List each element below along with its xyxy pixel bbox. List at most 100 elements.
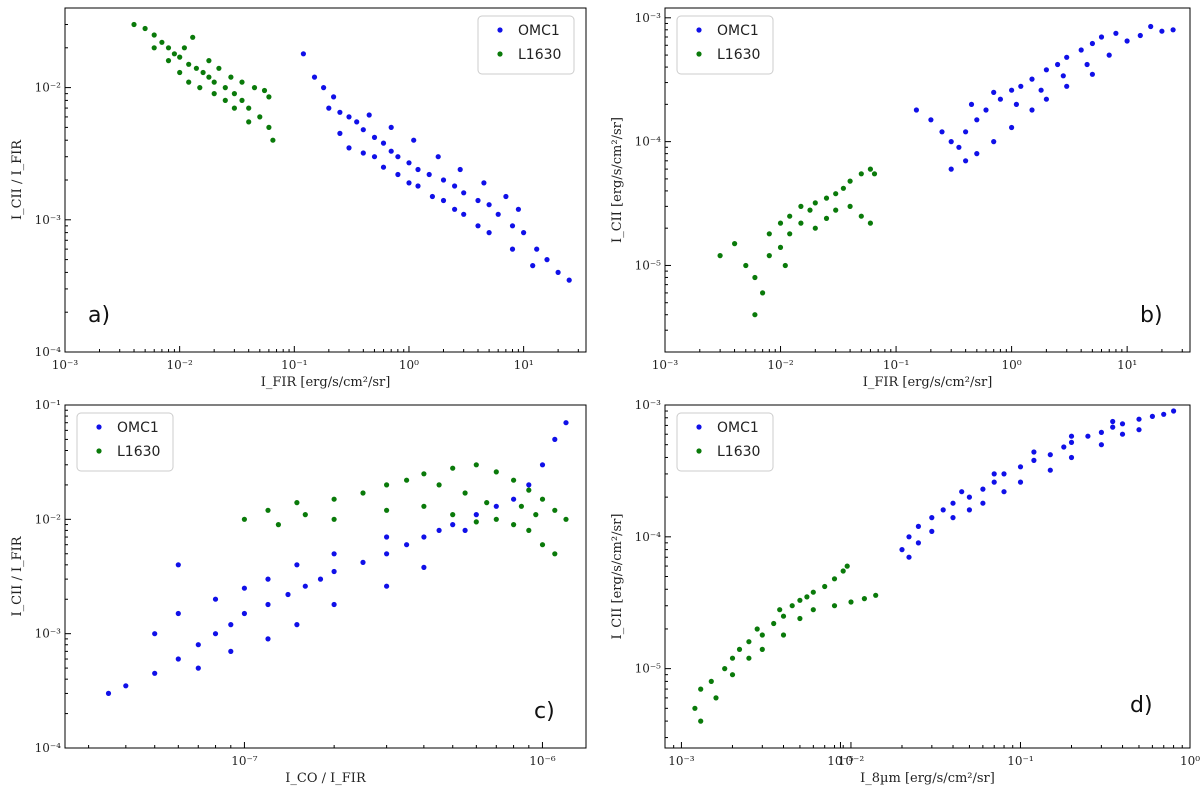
data-point bbox=[566, 277, 572, 283]
data-point bbox=[222, 85, 228, 91]
x-tick-label: 10¹ bbox=[514, 358, 534, 372]
data-point bbox=[1148, 23, 1154, 30]
data-point bbox=[193, 65, 199, 71]
data-point bbox=[228, 648, 234, 655]
data-point bbox=[940, 507, 946, 513]
data-point bbox=[1119, 421, 1126, 427]
data-point bbox=[810, 589, 816, 595]
y-axis-label: I_CII / I_FIR bbox=[10, 535, 25, 616]
data-point bbox=[1084, 61, 1090, 68]
data-point bbox=[461, 190, 467, 196]
data-point bbox=[991, 479, 997, 485]
data-point bbox=[797, 597, 803, 603]
legend-marker bbox=[497, 27, 503, 33]
x-tick-label: 10⁻³ bbox=[668, 754, 695, 768]
x-tick-label: 10⁻² bbox=[166, 358, 193, 372]
data-point bbox=[991, 471, 997, 477]
data-point bbox=[736, 646, 743, 653]
data-point bbox=[294, 562, 300, 568]
data-point bbox=[1068, 454, 1075, 461]
data-point bbox=[404, 542, 410, 548]
data-point bbox=[462, 527, 468, 534]
data-point bbox=[963, 129, 969, 135]
data-point bbox=[1064, 54, 1070, 60]
data-point bbox=[966, 494, 973, 500]
data-point bbox=[530, 263, 536, 269]
data-point bbox=[871, 171, 878, 177]
data-point bbox=[991, 89, 997, 95]
data-point bbox=[848, 599, 854, 605]
data-point bbox=[760, 290, 766, 296]
data-point bbox=[388, 124, 394, 130]
data-point bbox=[766, 253, 772, 259]
data-point bbox=[1106, 52, 1112, 58]
data-point bbox=[974, 117, 980, 123]
data-point bbox=[228, 74, 234, 80]
x-tick-label: 10⁻¹ bbox=[1007, 754, 1033, 768]
x-axis-label: I_FIR [erg/s/cm²/sr] bbox=[863, 375, 993, 390]
data-point bbox=[956, 144, 962, 150]
data-point bbox=[915, 523, 922, 530]
y-tick-label: 10⁻² bbox=[35, 512, 62, 526]
data-point bbox=[983, 107, 989, 113]
panel-label: c) bbox=[534, 699, 555, 724]
data-point bbox=[151, 32, 157, 38]
x-tick-label: 10⁻³ bbox=[652, 358, 679, 372]
y-tick-label: 10⁻⁴ bbox=[35, 741, 62, 755]
data-point bbox=[251, 85, 258, 91]
data-point bbox=[754, 626, 760, 632]
data-point bbox=[752, 312, 758, 318]
data-point bbox=[457, 166, 463, 173]
legend: OMC1 L1630 bbox=[676, 15, 774, 75]
data-point bbox=[833, 191, 839, 197]
data-point bbox=[346, 114, 352, 120]
data-point bbox=[810, 607, 816, 613]
data-point bbox=[729, 655, 736, 661]
data-point bbox=[963, 158, 969, 164]
data-point bbox=[331, 516, 337, 522]
y-tick-label: 10⁻⁴ bbox=[35, 345, 62, 359]
data-point bbox=[503, 193, 509, 200]
data-point bbox=[840, 568, 846, 574]
data-point bbox=[177, 54, 183, 60]
data-point bbox=[190, 34, 196, 40]
data-point bbox=[360, 559, 366, 566]
data-point bbox=[123, 683, 129, 689]
data-point bbox=[1171, 408, 1177, 414]
data-point bbox=[906, 534, 912, 540]
data-point bbox=[544, 257, 550, 263]
x-tick-label: 10⁻² bbox=[838, 754, 865, 768]
data-point bbox=[421, 564, 427, 571]
data-point bbox=[798, 203, 804, 209]
data-point bbox=[521, 230, 527, 236]
data-point bbox=[426, 171, 432, 178]
data-point bbox=[959, 489, 965, 495]
data-point bbox=[131, 21, 137, 28]
data-point bbox=[526, 487, 532, 493]
data-point bbox=[858, 213, 864, 219]
data-point bbox=[1047, 452, 1053, 458]
data-point bbox=[563, 516, 569, 522]
data-point bbox=[1110, 418, 1116, 425]
data-point bbox=[717, 253, 723, 259]
data-point bbox=[1047, 467, 1053, 473]
data-point bbox=[1136, 427, 1142, 433]
plot-frame bbox=[664, 7, 1191, 353]
data-point bbox=[266, 94, 272, 100]
data-point bbox=[948, 166, 954, 172]
data-point bbox=[798, 220, 804, 226]
x-tick-label: 10⁰ bbox=[1180, 754, 1200, 768]
data-point bbox=[195, 642, 201, 648]
data-point bbox=[311, 74, 318, 80]
x-axis-label: I_FIR [erg/s/cm²/sr] bbox=[261, 375, 391, 390]
x-tick-label: 10⁻² bbox=[767, 358, 794, 372]
data-point bbox=[493, 516, 499, 522]
data-point bbox=[331, 496, 337, 502]
data-point bbox=[231, 91, 237, 97]
data-point bbox=[222, 97, 228, 103]
data-point bbox=[743, 262, 749, 269]
data-point bbox=[980, 486, 986, 492]
data-point bbox=[807, 207, 813, 213]
data-point bbox=[1029, 107, 1035, 113]
